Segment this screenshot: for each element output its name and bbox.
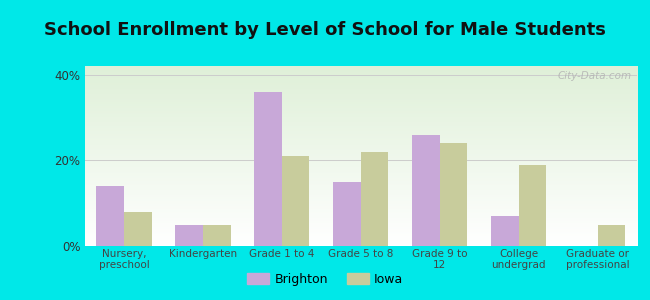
Bar — [96, 186, 124, 246]
Bar — [333, 182, 361, 246]
Text: City-Data.com: City-Data.com — [557, 71, 632, 81]
Bar — [491, 216, 519, 246]
Bar — [519, 165, 546, 246]
Text: School Enrollment by Level of School for Male Students: School Enrollment by Level of School for… — [44, 21, 606, 39]
Bar — [361, 152, 389, 246]
Bar — [203, 225, 231, 246]
Bar — [254, 92, 282, 246]
Legend: Brighton, Iowa: Brighton, Iowa — [242, 268, 408, 291]
Bar — [412, 135, 439, 246]
Bar — [282, 156, 309, 246]
Bar — [176, 225, 203, 246]
Bar — [597, 225, 625, 246]
Bar — [124, 212, 151, 246]
Bar — [439, 143, 467, 246]
